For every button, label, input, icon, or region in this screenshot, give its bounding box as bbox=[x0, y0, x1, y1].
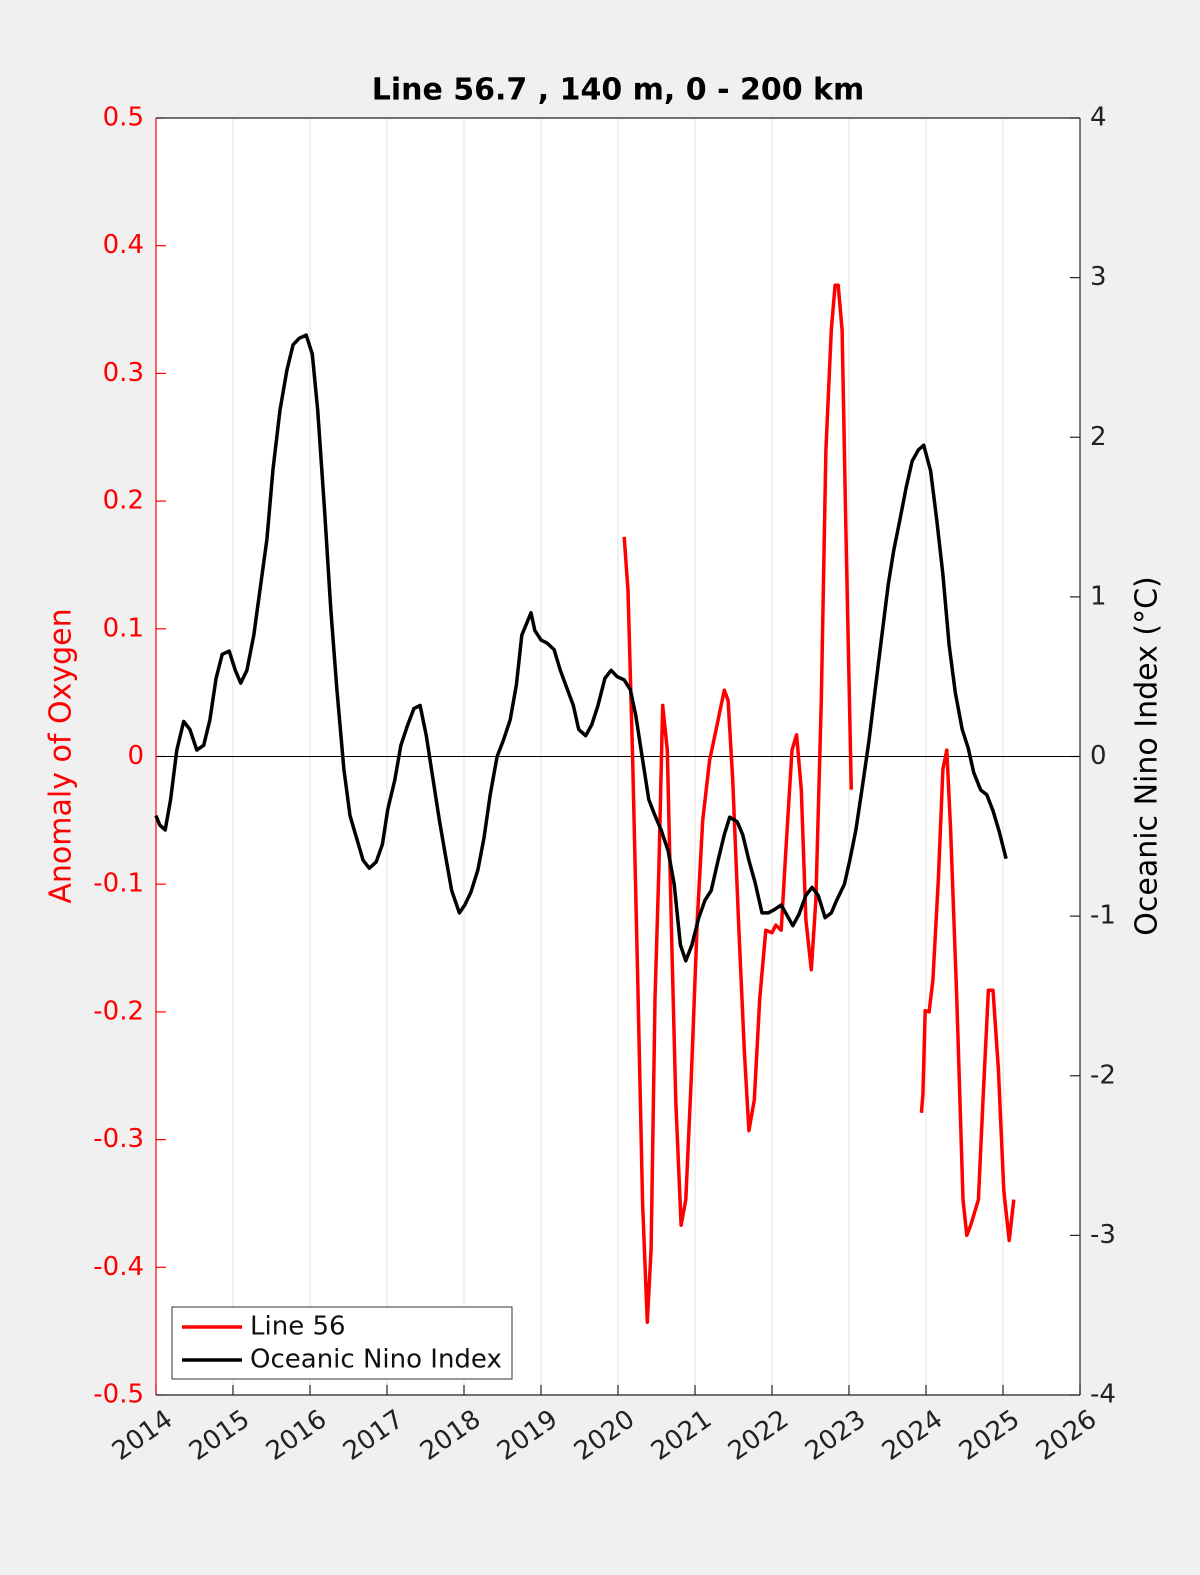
y2-tick-label: 4 bbox=[1090, 103, 1107, 133]
series-line bbox=[622, 283, 1016, 1324]
y-tick-label: -0.4 bbox=[93, 1252, 144, 1282]
x-tick-label: 2021 bbox=[646, 1404, 717, 1467]
series-line bbox=[154, 333, 1008, 963]
legend-label: Oceanic Nino Index bbox=[250, 1345, 502, 1375]
legend-box bbox=[171, 1306, 513, 1380]
y2-tick-label: -4 bbox=[1090, 1380, 1116, 1410]
legend-label: Line 56 bbox=[250, 1312, 346, 1342]
y-tick-label: -0.3 bbox=[93, 1124, 144, 1154]
chart-title: Line 56.7 , 140 m, 0 - 200 km bbox=[372, 73, 865, 108]
y-tick-label: -0.1 bbox=[93, 869, 144, 899]
x-tick-label: 2020 bbox=[569, 1404, 640, 1467]
y2-tick-label: -3 bbox=[1090, 1220, 1116, 1250]
y-tick-label: -0.5 bbox=[93, 1380, 144, 1410]
y2-tick-label: 3 bbox=[1090, 262, 1107, 292]
y-tick-label: -0.2 bbox=[93, 996, 144, 1026]
x-tick-label: 2014 bbox=[107, 1404, 178, 1467]
y-tick-label: 0.5 bbox=[103, 103, 144, 133]
x-tick-label: 2025 bbox=[954, 1404, 1025, 1467]
y2-tick-label: -2 bbox=[1090, 1060, 1116, 1090]
x-tick-label: 2023 bbox=[800, 1404, 871, 1467]
x-tick-label: 2024 bbox=[877, 1404, 948, 1467]
y2-axis-label: Oceanic Nino Index (°C) bbox=[1130, 576, 1165, 936]
x-tick-label: 2016 bbox=[261, 1404, 332, 1467]
y-tick-label: 0.2 bbox=[103, 486, 144, 516]
y-tick-label: 0.4 bbox=[103, 230, 144, 260]
y-axis-label: Anomaly of Oxygen bbox=[44, 608, 79, 903]
x-tick-label: 2015 bbox=[184, 1404, 255, 1467]
x-tick-label: 2018 bbox=[415, 1404, 486, 1467]
x-tick-label: 2017 bbox=[338, 1404, 409, 1467]
y2-tick-label: 0 bbox=[1090, 741, 1107, 771]
y-tick-label: 0.3 bbox=[103, 358, 144, 388]
x-tick-label: 2019 bbox=[492, 1404, 563, 1467]
x-tick-label: 2022 bbox=[723, 1404, 794, 1467]
y2-tick-label: -1 bbox=[1090, 901, 1116, 931]
y-tick-label: 0.1 bbox=[103, 613, 144, 643]
x-tick-label: 2026 bbox=[1031, 1404, 1102, 1467]
y-tick-label: 0 bbox=[127, 741, 144, 771]
y2-tick-label: 1 bbox=[1090, 581, 1107, 611]
y2-tick-label: 2 bbox=[1090, 422, 1107, 452]
